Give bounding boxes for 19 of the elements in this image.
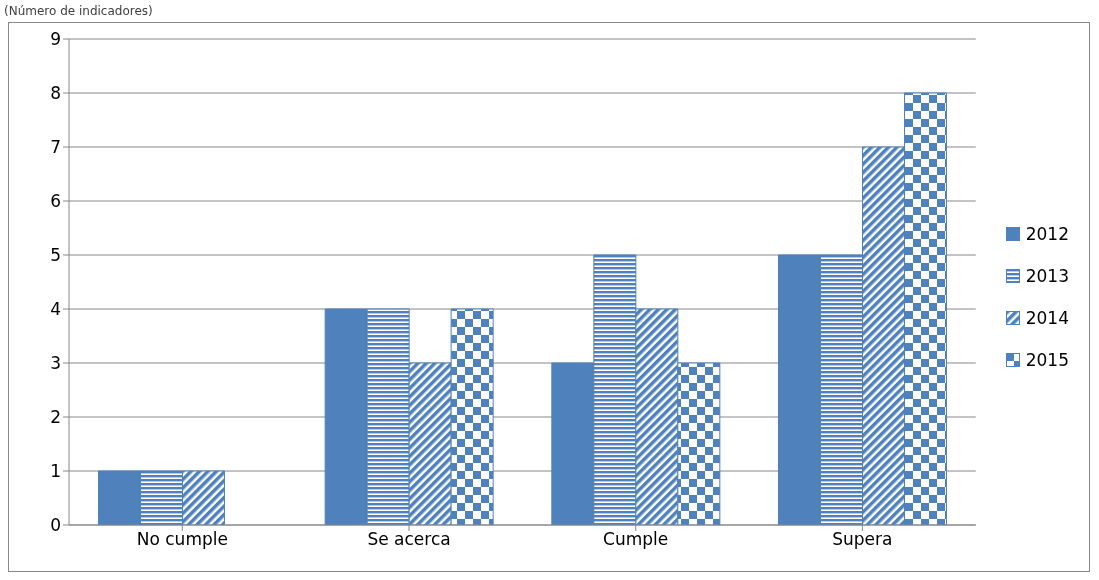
legend-label: 2014 bbox=[1025, 308, 1069, 328]
legend-label: 2012 bbox=[1025, 224, 1069, 244]
legend-label: 2015 bbox=[1025, 350, 1069, 370]
y-tick-label: 1 bbox=[50, 461, 61, 482]
chart-subtitle: (Número de indicadores) bbox=[4, 4, 153, 18]
y-tick-label: 2 bbox=[50, 407, 61, 428]
x-tick-label: Se acerca bbox=[367, 529, 451, 550]
y-tick-label: 0 bbox=[50, 515, 61, 536]
x-tick-label: Cumple bbox=[603, 529, 669, 550]
y-tick-label: 4 bbox=[50, 299, 61, 320]
legend-label: 2013 bbox=[1025, 266, 1069, 286]
x-tick-label: No cumple bbox=[136, 529, 228, 550]
y-tick-label: 3 bbox=[50, 353, 61, 374]
y-tick-label: 6 bbox=[50, 191, 61, 212]
y-tick-label: 7 bbox=[50, 137, 61, 158]
y-tick-label: 8 bbox=[50, 83, 61, 104]
x-tick-label: Supera bbox=[832, 529, 893, 550]
y-tick-label: 5 bbox=[50, 245, 61, 266]
y-tick-label: 9 bbox=[50, 29, 61, 50]
